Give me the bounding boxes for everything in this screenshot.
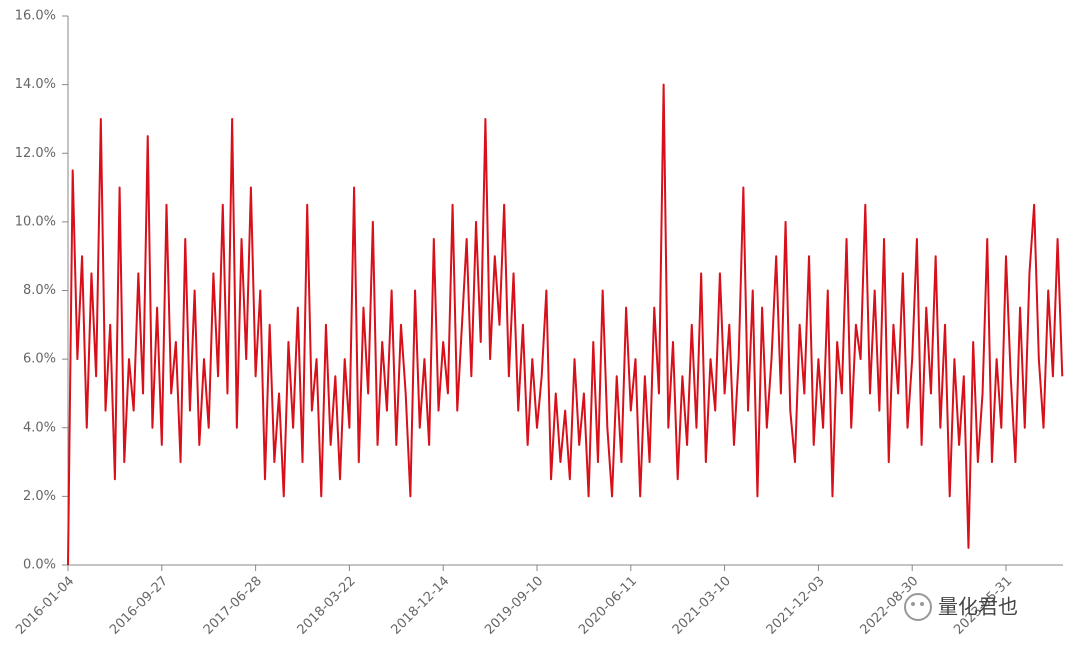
x-tick-label: 2016-01-04: [13, 574, 77, 638]
y-tick-label: 14.0%: [15, 77, 56, 92]
y-tick-label: 10.0%: [15, 214, 56, 229]
watermark-icon: [904, 593, 932, 621]
x-tick-label: 2018-03-22: [295, 574, 359, 638]
watermark-icon-dot: [920, 602, 924, 606]
x-tick-label: 2019-09-10: [482, 574, 546, 638]
watermark-text: 量化君也: [938, 595, 1018, 619]
y-tick-label: 16.0%: [15, 9, 56, 24]
x-tick-label: 2020-06-11: [576, 574, 640, 638]
x-tick-label: 2021-12-03: [764, 574, 828, 638]
y-tick-label: 4.0%: [23, 420, 56, 435]
watermark-icon-dot: [911, 602, 915, 606]
x-tick-label: 2018-12-14: [388, 574, 452, 638]
line: [67, 83, 1064, 566]
x-tick-label: 2016-09-27: [107, 574, 171, 638]
y-tick-label: 2.0%: [23, 489, 56, 504]
y-tick-label: 0.0%: [23, 558, 56, 573]
x-tick-label: 2021-03-10: [670, 574, 734, 638]
y-tick-label: 12.0%: [15, 146, 56, 161]
y-tick-label: 6.0%: [23, 352, 56, 367]
watermark: 量化君也: [904, 593, 1018, 621]
x-tick-label: 2017-06-28: [201, 574, 265, 638]
y-tick-label: 8.0%: [23, 283, 56, 298]
